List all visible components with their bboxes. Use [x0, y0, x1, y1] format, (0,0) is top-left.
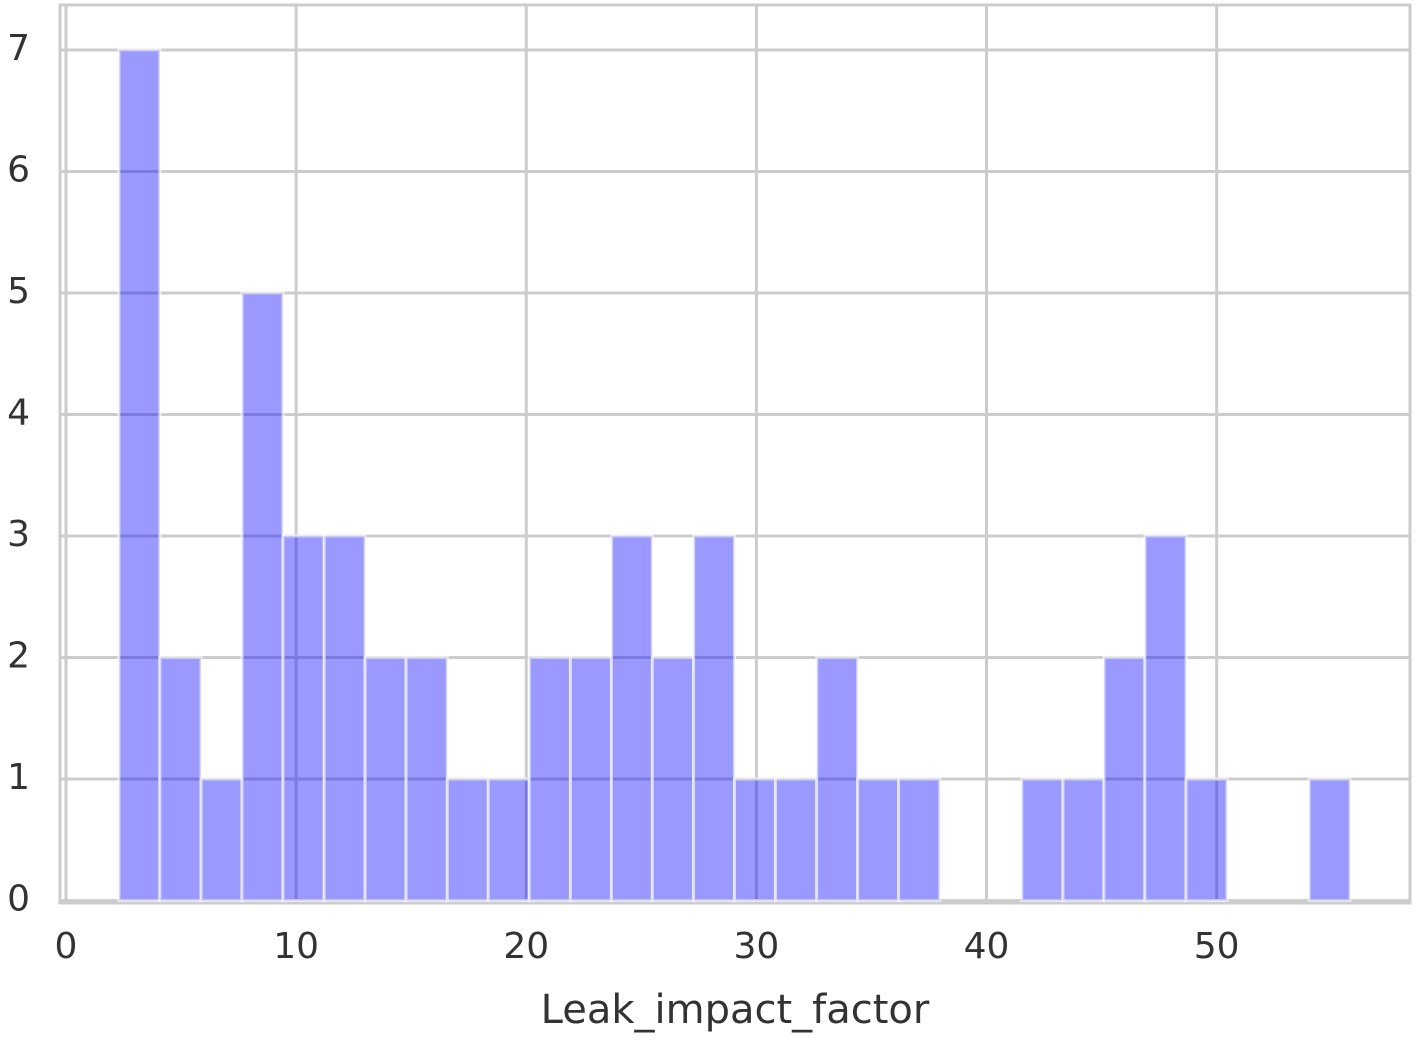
y-tick-label: 5	[7, 271, 30, 312]
y-tick-label: 2	[7, 636, 30, 677]
bar	[1184, 777, 1229, 903]
y-tick-label: 0	[7, 879, 30, 920]
bar	[199, 777, 244, 903]
x-tick-label: 50	[1194, 926, 1240, 967]
bar	[1102, 656, 1147, 903]
y-tick-label: 6	[7, 149, 30, 190]
bar	[609, 534, 654, 903]
bar	[1143, 534, 1188, 903]
bar	[1020, 777, 1065, 903]
bar	[650, 656, 696, 903]
y-tick-label: 1	[7, 757, 30, 798]
bar	[158, 656, 203, 903]
bar	[856, 777, 901, 903]
bar	[897, 777, 942, 903]
bar	[445, 777, 490, 903]
y-tick-label: 7	[7, 28, 30, 69]
bar	[815, 656, 860, 903]
bar	[733, 777, 778, 903]
bar	[281, 534, 326, 903]
x-tick-label: 20	[503, 926, 549, 967]
y-tick-label: 3	[7, 514, 30, 555]
bar	[240, 291, 285, 903]
bar	[692, 534, 737, 903]
bar	[1307, 777, 1352, 903]
y-tick-label: 4	[7, 393, 30, 434]
bars	[117, 48, 1352, 903]
bar	[117, 48, 162, 903]
bar	[322, 534, 367, 903]
x-axis-label: Leak_impact_factor	[541, 987, 930, 1033]
bar	[1061, 777, 1106, 903]
x-tick-label: 0	[55, 926, 78, 967]
x-tick-label: 40	[964, 926, 1010, 967]
bar	[527, 656, 572, 903]
bar	[774, 777, 819, 903]
bar	[404, 656, 449, 903]
bar	[568, 656, 613, 903]
bar	[486, 777, 531, 903]
bar	[363, 656, 408, 903]
x-tick-label: 30	[733, 926, 779, 967]
x-tick-label: 10	[273, 926, 319, 967]
